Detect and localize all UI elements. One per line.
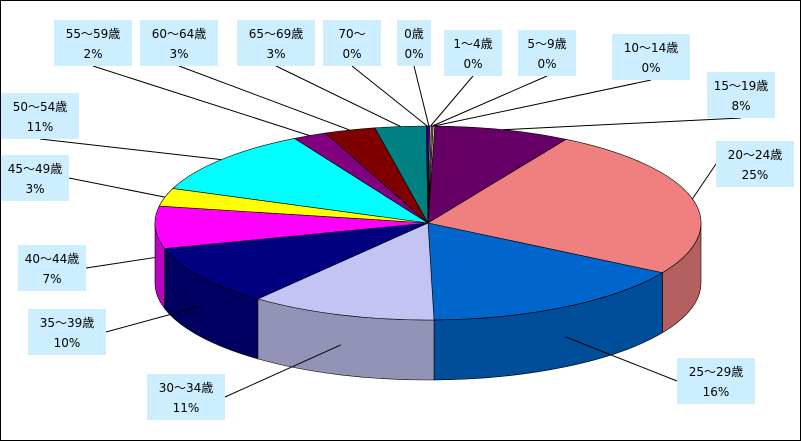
category-label: 20～24歳	[728, 148, 783, 162]
category-label: 35～39歳	[40, 316, 95, 330]
value-label: 3%	[25, 182, 44, 196]
data-label: 25～29歳 16%	[677, 358, 755, 404]
data-label-box	[147, 374, 225, 420]
leader-line	[351, 65, 428, 127]
category-label: 45～49歳	[8, 162, 63, 176]
data-label: 15～19歳 8%	[707, 72, 775, 118]
leader-line	[85, 256, 156, 269]
data-label-box	[707, 72, 775, 118]
value-label: 0%	[641, 61, 660, 75]
data-label: 20～24歳 25%	[716, 141, 794, 187]
value-label: 0%	[404, 47, 423, 61]
leader-line	[275, 65, 401, 127]
category-label: 60～64歳	[152, 27, 207, 41]
data-label: 0歳0%	[397, 20, 431, 66]
value-label: 2%	[83, 47, 102, 61]
data-label: 5～9歳 0%	[518, 30, 576, 76]
data-label-box	[677, 358, 755, 404]
pie-slice	[154, 205, 429, 249]
leader-line	[68, 177, 165, 198]
data-label: 10～14歳 0%	[612, 34, 690, 80]
data-label-box	[54, 20, 132, 66]
leader-line	[432, 75, 548, 127]
data-label-box	[444, 30, 502, 76]
data-label-box	[323, 20, 381, 66]
value-label: 0%	[342, 47, 361, 61]
category-label: 15～19歳	[714, 79, 769, 93]
data-label-box	[18, 245, 86, 291]
data-label-box	[716, 141, 794, 187]
data-labels: 0歳0%1～4歳0%5～9歳0%10～14歳0%15～19歳8%20～24歳25…	[1, 20, 794, 420]
pie-slice	[427, 125, 567, 224]
category-label: 55～59歳	[66, 27, 121, 41]
pie-slice	[164, 222, 429, 300]
leader-line	[692, 163, 717, 200]
data-label: 60～64歳 3%	[140, 20, 218, 66]
data-label-box	[1, 155, 69, 201]
leader-line	[92, 65, 310, 137]
value-label: 25%	[742, 168, 769, 182]
value-label: 0%	[537, 57, 556, 71]
leader-line	[39, 138, 222, 161]
leader-line	[565, 336, 678, 382]
category-label: 5～9歳	[527, 37, 566, 51]
category-label: 0歳	[404, 27, 424, 41]
data-label-box	[28, 309, 106, 355]
pie-tops	[154, 125, 702, 321]
data-label: 30～34歳 11%	[147, 374, 225, 420]
data-label: 70～0%	[323, 20, 381, 66]
data-label: 35～39歳 10%	[28, 309, 106, 355]
data-label: 45～49歳 3%	[1, 155, 69, 201]
value-label: 7%	[42, 272, 61, 286]
data-label-box	[1, 93, 79, 139]
value-label: 8%	[731, 99, 750, 113]
leader-line	[224, 344, 341, 398]
leader-line	[430, 75, 474, 127]
value-label: 3%	[169, 47, 188, 61]
leader-line	[413, 65, 430, 127]
category-label: 65～69歳	[249, 27, 304, 41]
value-label: 10%	[54, 336, 81, 350]
value-label: 3%	[266, 47, 285, 61]
leader-line	[178, 65, 350, 131]
category-label: 10～14歳	[624, 41, 679, 55]
leader-line	[502, 117, 742, 131]
pie-slice	[427, 222, 664, 321]
data-label: 55～59歳 2%	[54, 20, 132, 66]
category-label: 25～29歳	[689, 365, 744, 379]
leader-line	[105, 305, 201, 333]
data-label: 40～44歳 7%	[18, 245, 86, 291]
data-label: 1～4歳 0%	[444, 30, 502, 76]
category-label: 30～34歳	[159, 381, 214, 395]
data-label-box	[237, 20, 315, 66]
value-label: 11%	[173, 401, 200, 415]
leader-lines	[39, 65, 742, 398]
category-label: 70～	[338, 27, 365, 41]
data-label: 50～54歳 11%	[1, 93, 79, 139]
data-label-box	[518, 30, 576, 76]
value-label: 0%	[463, 57, 482, 71]
category-label: 50～54歳	[13, 100, 68, 114]
data-label: 65～69歳 3%	[237, 20, 315, 66]
value-label: 11%	[27, 120, 54, 134]
category-label: 40～44歳	[25, 252, 80, 266]
leader-line	[433, 79, 652, 127]
category-label: 1～4歳	[453, 37, 492, 51]
pie-slice	[257, 222, 435, 321]
value-label: 16%	[703, 385, 730, 399]
data-label-box	[612, 34, 690, 80]
pie-slice	[172, 138, 429, 224]
data-label-box	[140, 20, 218, 66]
data-label-box	[397, 20, 431, 66]
